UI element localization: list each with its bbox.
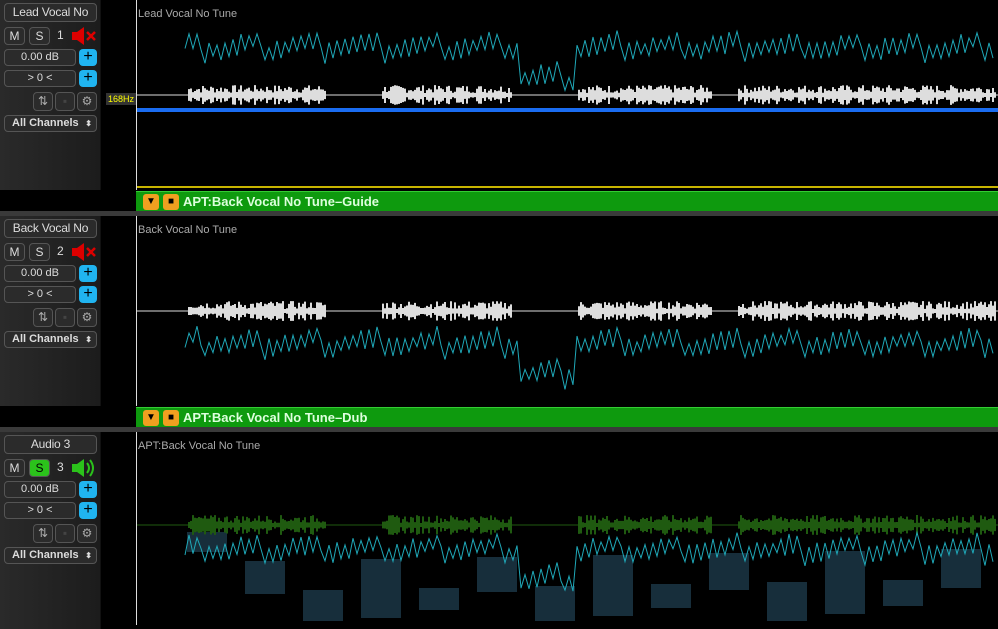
gear-icon[interactable]: ⚙ xyxy=(77,92,97,111)
lock-icon[interactable]: ▪ xyxy=(55,92,75,111)
track-1: Lead Vocal No M S 1 0.00 dB + > 0 < + ⇅ … xyxy=(0,0,998,216)
clip-label: APT:Back Vocal No Tune xyxy=(138,440,261,452)
apt-strip[interactable]: ▼ ■ APT:Back Vocal No Tune–Dub xyxy=(136,407,998,427)
mute-button[interactable]: M xyxy=(4,243,25,261)
pan-plus-button[interactable]: + xyxy=(79,70,97,87)
pan-plus-button[interactable]: + xyxy=(79,286,97,303)
gear-icon[interactable]: ⚙ xyxy=(77,524,97,543)
track-3: Audio 3 M S 3 0.00 dB + > 0 < + ⇅ ▪ ⚙ Al… xyxy=(0,432,998,629)
gear-icon[interactable]: ⚙ xyxy=(77,308,97,327)
dropdown-arrow-icon[interactable]: ▼ xyxy=(143,194,159,210)
strip-label: APT:Back Vocal No Tune–Guide xyxy=(183,194,380,209)
swap-arrows-icon[interactable]: ⇅ xyxy=(33,92,53,111)
volume-field[interactable]: 0.00 dB xyxy=(4,481,76,498)
track-name-button[interactable]: Audio 3 xyxy=(4,435,97,454)
volume-plus-button[interactable]: + xyxy=(79,265,97,282)
clip-area[interactable]: Lead Vocal No Tune xyxy=(136,0,998,190)
dropdown-arrow-icon[interactable]: ▼ xyxy=(143,410,159,426)
speaker-on-icon[interactable] xyxy=(70,458,98,478)
mute-button[interactable]: M xyxy=(4,459,25,477)
pitch-marker: 168Hz xyxy=(106,93,137,105)
lock-icon[interactable]: ■ xyxy=(163,410,179,426)
mute-button[interactable]: M xyxy=(4,27,25,45)
pan-field[interactable]: > 0 < xyxy=(4,502,76,519)
lock-icon[interactable]: ▪ xyxy=(55,308,75,327)
pan-field[interactable]: > 0 < xyxy=(4,70,76,87)
track-2: Back Vocal No M S 2 0.00 dB + > 0 < + ⇅ … xyxy=(0,216,998,432)
volume-plus-button[interactable]: + xyxy=(79,481,97,498)
track-name-button[interactable]: Back Vocal No xyxy=(4,219,97,238)
volume-field[interactable]: 0.00 dB xyxy=(4,265,76,282)
channels-select[interactable]: All Channels ⬍ xyxy=(4,547,97,564)
channels-value: All Channels xyxy=(12,117,79,129)
solo-button[interactable]: S xyxy=(29,27,50,45)
clip-label: Back Vocal No Tune xyxy=(138,224,238,236)
track-divider xyxy=(0,427,998,432)
updown-icon: ⬍ xyxy=(85,119,92,128)
waveform xyxy=(137,301,998,390)
track-number: 3 xyxy=(57,460,64,474)
channels-value: All Channels xyxy=(12,333,79,345)
muted-speaker-icon[interactable] xyxy=(70,242,98,262)
track-header: Lead Vocal No M S 1 0.00 dB + > 0 < + ⇅ … xyxy=(0,0,101,190)
swap-arrows-icon[interactable]: ⇅ xyxy=(33,524,53,543)
track-number: 1 xyxy=(57,28,64,42)
waveform xyxy=(137,515,998,621)
track-name-button[interactable]: Lead Vocal No xyxy=(4,3,97,22)
channels-value: All Channels xyxy=(12,549,79,561)
track-divider xyxy=(0,211,998,216)
clip-label: Lead Vocal No Tune xyxy=(138,8,238,20)
pan-plus-button[interactable]: + xyxy=(79,502,97,519)
volume-field[interactable]: 0.00 dB xyxy=(4,49,76,66)
updown-icon: ⬍ xyxy=(85,551,92,560)
clip-area[interactable]: Back Vocal No Tune xyxy=(136,216,998,406)
apt-strip[interactable]: ▼ ■ APT:Back Vocal No Tune–Guide xyxy=(136,191,998,211)
track-number: 2 xyxy=(57,244,64,258)
strip-label: APT:Back Vocal No Tune–Dub xyxy=(183,410,368,425)
muted-speaker-icon[interactable] xyxy=(70,26,98,46)
waveform xyxy=(137,29,998,188)
clip-area[interactable]: APT:Back Vocal No Tune xyxy=(136,432,998,625)
channels-select[interactable]: All Channels ⬍ xyxy=(4,115,97,132)
volume-plus-button[interactable]: + xyxy=(79,49,97,66)
pan-field[interactable]: > 0 < xyxy=(4,286,76,303)
solo-button[interactable]: S xyxy=(29,459,50,477)
lock-icon[interactable]: ▪ xyxy=(55,524,75,543)
updown-icon: ⬍ xyxy=(85,335,92,344)
swap-arrows-icon[interactable]: ⇅ xyxy=(33,308,53,327)
track-header: Audio 3 M S 3 0.00 dB + > 0 < + ⇅ ▪ ⚙ Al… xyxy=(0,432,101,629)
channels-select[interactable]: All Channels ⬍ xyxy=(4,331,97,348)
solo-button[interactable]: S xyxy=(29,243,50,261)
lock-icon[interactable]: ■ xyxy=(163,194,179,210)
track-header: Back Vocal No M S 2 0.00 dB + > 0 < + ⇅ … xyxy=(0,216,101,406)
